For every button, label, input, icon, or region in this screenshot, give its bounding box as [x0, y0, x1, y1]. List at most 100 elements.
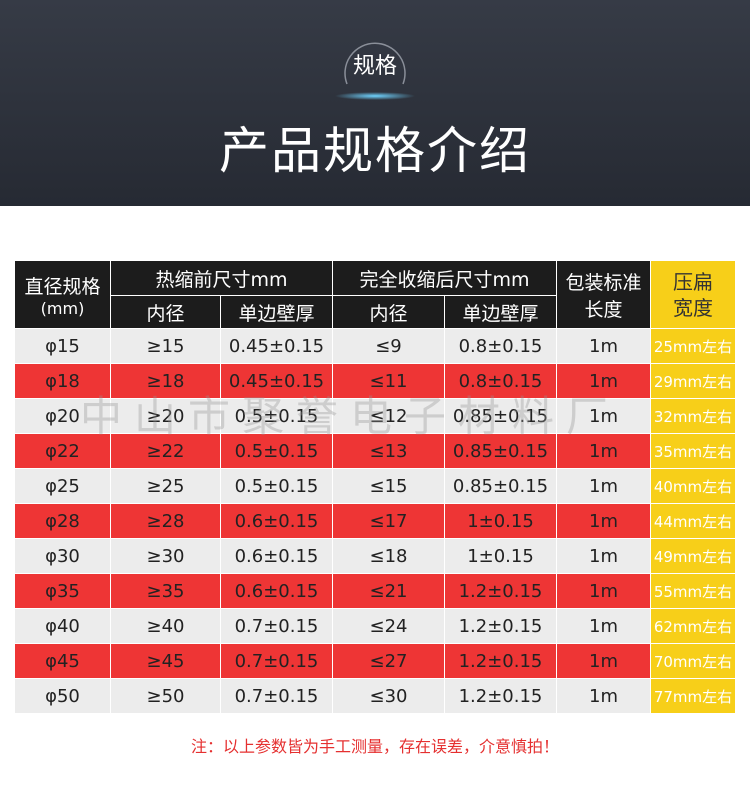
table-cell: ≤27	[332, 643, 445, 679]
table-row: φ45 ≥45 0.7±0.15 ≤27 1.2±0.15 1m 70mm左右	[14, 643, 736, 679]
header-cell: 内径	[332, 295, 445, 329]
table-cell: ≤12	[332, 398, 445, 434]
table-cell: ≥25	[110, 468, 221, 504]
table-cell: 1m	[556, 678, 651, 714]
table-cell: 0.7±0.15	[220, 678, 333, 714]
table-cell: φ20	[14, 398, 111, 434]
table-row: φ40 ≥40 0.7±0.15 ≤24 1.2±0.15 1m 62mm左右	[14, 608, 736, 644]
table-cell: 32mm左右	[650, 398, 736, 434]
table-cell: φ18	[14, 363, 111, 399]
table-cell: 35mm左右	[650, 433, 736, 469]
table-cell: ≥40	[110, 608, 221, 644]
table-cell: ≥45	[110, 643, 221, 679]
header-text: (mm)	[40, 298, 85, 318]
table-row: φ50 ≥50 0.7±0.15 ≤30 1.2±0.15 1m 77mm左右	[14, 678, 736, 714]
table-cell: 1.2±0.15	[444, 643, 557, 679]
table-cell: φ15	[14, 328, 111, 364]
header-cell: 热缩前尺寸mm	[110, 260, 333, 296]
table-cell: 1.2±0.15	[444, 608, 557, 644]
table-cell: 0.6±0.15	[220, 503, 333, 539]
table-cell: ≥50	[110, 678, 221, 714]
table-cell: 55mm左右	[650, 573, 736, 609]
table-row: φ18 ≥18 0.45±0.15 ≤11 0.8±0.15 1m 29mm左右	[14, 363, 736, 399]
header-text: 压扁	[673, 269, 713, 294]
table-cell: ≤18	[332, 538, 445, 574]
table-cell: 0.7±0.15	[220, 643, 333, 679]
table-cell: ≥30	[110, 538, 221, 574]
table-cell: 49mm左右	[650, 538, 736, 574]
table-cell: 0.85±0.15	[444, 398, 557, 434]
table-cell: ≤15	[332, 468, 445, 504]
table-cell: 62mm左右	[650, 608, 736, 644]
header-text: 长度	[584, 298, 623, 321]
table-cell: 0.6±0.15	[220, 538, 333, 574]
table-cell: 29mm左右	[650, 363, 736, 399]
table-cell: ≥28	[110, 503, 221, 539]
badge-ring	[335, 42, 415, 100]
header-cell: 单边壁厚	[444, 295, 557, 329]
table-row: φ25 ≥25 0.5±0.15 ≤15 0.85±0.15 1m 40mm左右	[14, 468, 736, 504]
table-cell: φ35	[14, 573, 111, 609]
badge: 规格	[352, 54, 397, 79]
header-cell: 直径规格 (mm)	[14, 260, 111, 329]
header-text: 宽度	[673, 295, 713, 320]
header-text: 直径规格	[24, 275, 101, 298]
table-cell: 0.5±0.15	[220, 433, 333, 469]
table-cell: 1m	[556, 468, 651, 504]
table-row: φ35 ≥35 0.6±0.15 ≤21 1.2±0.15 1m 55mm左右	[14, 573, 736, 609]
title: 产品规格介绍	[219, 122, 531, 180]
table-cell: φ40	[14, 608, 111, 644]
table-row: φ28 ≥28 0.6±0.15 ≤17 1±0.15 1m 44mm左右	[14, 503, 736, 539]
table-cell: φ45	[14, 643, 111, 679]
table-cell: φ50	[14, 678, 111, 714]
table-cell: 0.8±0.15	[444, 363, 557, 399]
table-cell: 1m	[556, 328, 651, 364]
spec-table: 直径规格 (mm) 热缩前尺寸mm 完全收缩后尺寸mm 包装标准长度 压扁 宽度 内…	[14, 260, 736, 714]
table-cell: 0.5±0.15	[220, 468, 333, 504]
watermark: 中山市聚誉电子材料厂	[80, 392, 621, 441]
table-cell: 44mm左右	[650, 503, 736, 539]
table-cell: 1m	[556, 608, 651, 644]
table-cell: ≤24	[332, 608, 445, 644]
table-cell: ≤17	[332, 503, 445, 539]
table-cell: 1.2±0.15	[444, 573, 557, 609]
table-cell: 1m	[556, 363, 651, 399]
table-cell: 40mm左右	[650, 468, 736, 504]
table-cell: 1m	[556, 503, 651, 539]
table-cell: 77mm左右	[650, 678, 736, 714]
header-cell: 完全收缩后尺寸mm	[332, 260, 557, 296]
table-cell: 0.85±0.15	[444, 433, 557, 469]
table-row: φ20 ≥20 0.5±0.15 ≤12 0.85±0.15 1m 32mm左右	[14, 398, 736, 434]
header-cell: 单边壁厚	[220, 295, 333, 329]
table-cell: 1m	[556, 398, 651, 434]
table-cell: 0.8±0.15	[444, 328, 557, 364]
table-cell: ≤21	[332, 573, 445, 609]
table-cell: φ25	[14, 468, 111, 504]
table-cell: φ28	[14, 503, 111, 539]
table-cell: φ30	[14, 538, 111, 574]
table-cell: 0.6±0.15	[220, 573, 333, 609]
table-cell: ≤9	[332, 328, 445, 364]
table-cell: 1m	[556, 573, 651, 609]
table-cell: 1.2±0.15	[444, 678, 557, 714]
table-cell: ≥35	[110, 573, 221, 609]
header-cell: 压扁 宽度	[650, 260, 736, 329]
table-cell: 0.85±0.15	[444, 468, 557, 504]
table-cell: 70mm左右	[650, 643, 736, 679]
table-cell: 0.45±0.15	[220, 328, 333, 364]
table-row: φ30 ≥30 0.6±0.15 ≤18 1±0.15 1m 49mm左右	[14, 538, 736, 574]
table-cell: 1±0.15	[444, 538, 557, 574]
table-cell: ≤13	[332, 433, 445, 469]
header-text: 包装标准	[565, 271, 642, 294]
table-cell: 1±0.15	[444, 503, 557, 539]
header-cell: 包装标准 长度	[556, 260, 651, 329]
table-cell: ≥20	[110, 398, 221, 434]
table-cell: 1m	[556, 643, 651, 679]
table-cell: 25mm左右	[650, 328, 736, 364]
header-cell: 内径	[110, 295, 221, 329]
table-cell: ≥18	[110, 363, 221, 399]
table-cell: ≥22	[110, 433, 221, 469]
table-cell: ≥15	[110, 328, 221, 364]
table-cell: ≤30	[332, 678, 445, 714]
